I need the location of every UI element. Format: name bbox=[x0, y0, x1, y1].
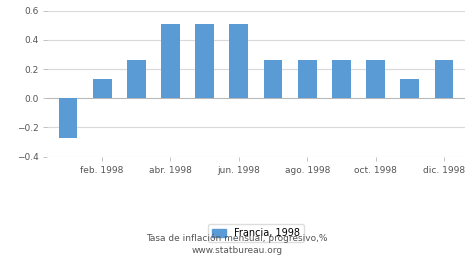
Bar bbox=[366, 60, 385, 98]
Legend: Francia, 1998: Francia, 1998 bbox=[208, 224, 304, 242]
Bar bbox=[127, 60, 146, 98]
Bar bbox=[58, 98, 77, 138]
Bar bbox=[264, 60, 283, 98]
Bar bbox=[195, 24, 214, 98]
Bar bbox=[298, 60, 317, 98]
Bar bbox=[93, 79, 111, 98]
Bar bbox=[435, 60, 454, 98]
Bar bbox=[229, 24, 248, 98]
Bar bbox=[161, 24, 180, 98]
Text: Tasa de inflación mensual, progresivo,%
www.statbureau.org: Tasa de inflación mensual, progresivo,% … bbox=[146, 233, 328, 255]
Bar bbox=[401, 79, 419, 98]
Bar bbox=[332, 60, 351, 98]
